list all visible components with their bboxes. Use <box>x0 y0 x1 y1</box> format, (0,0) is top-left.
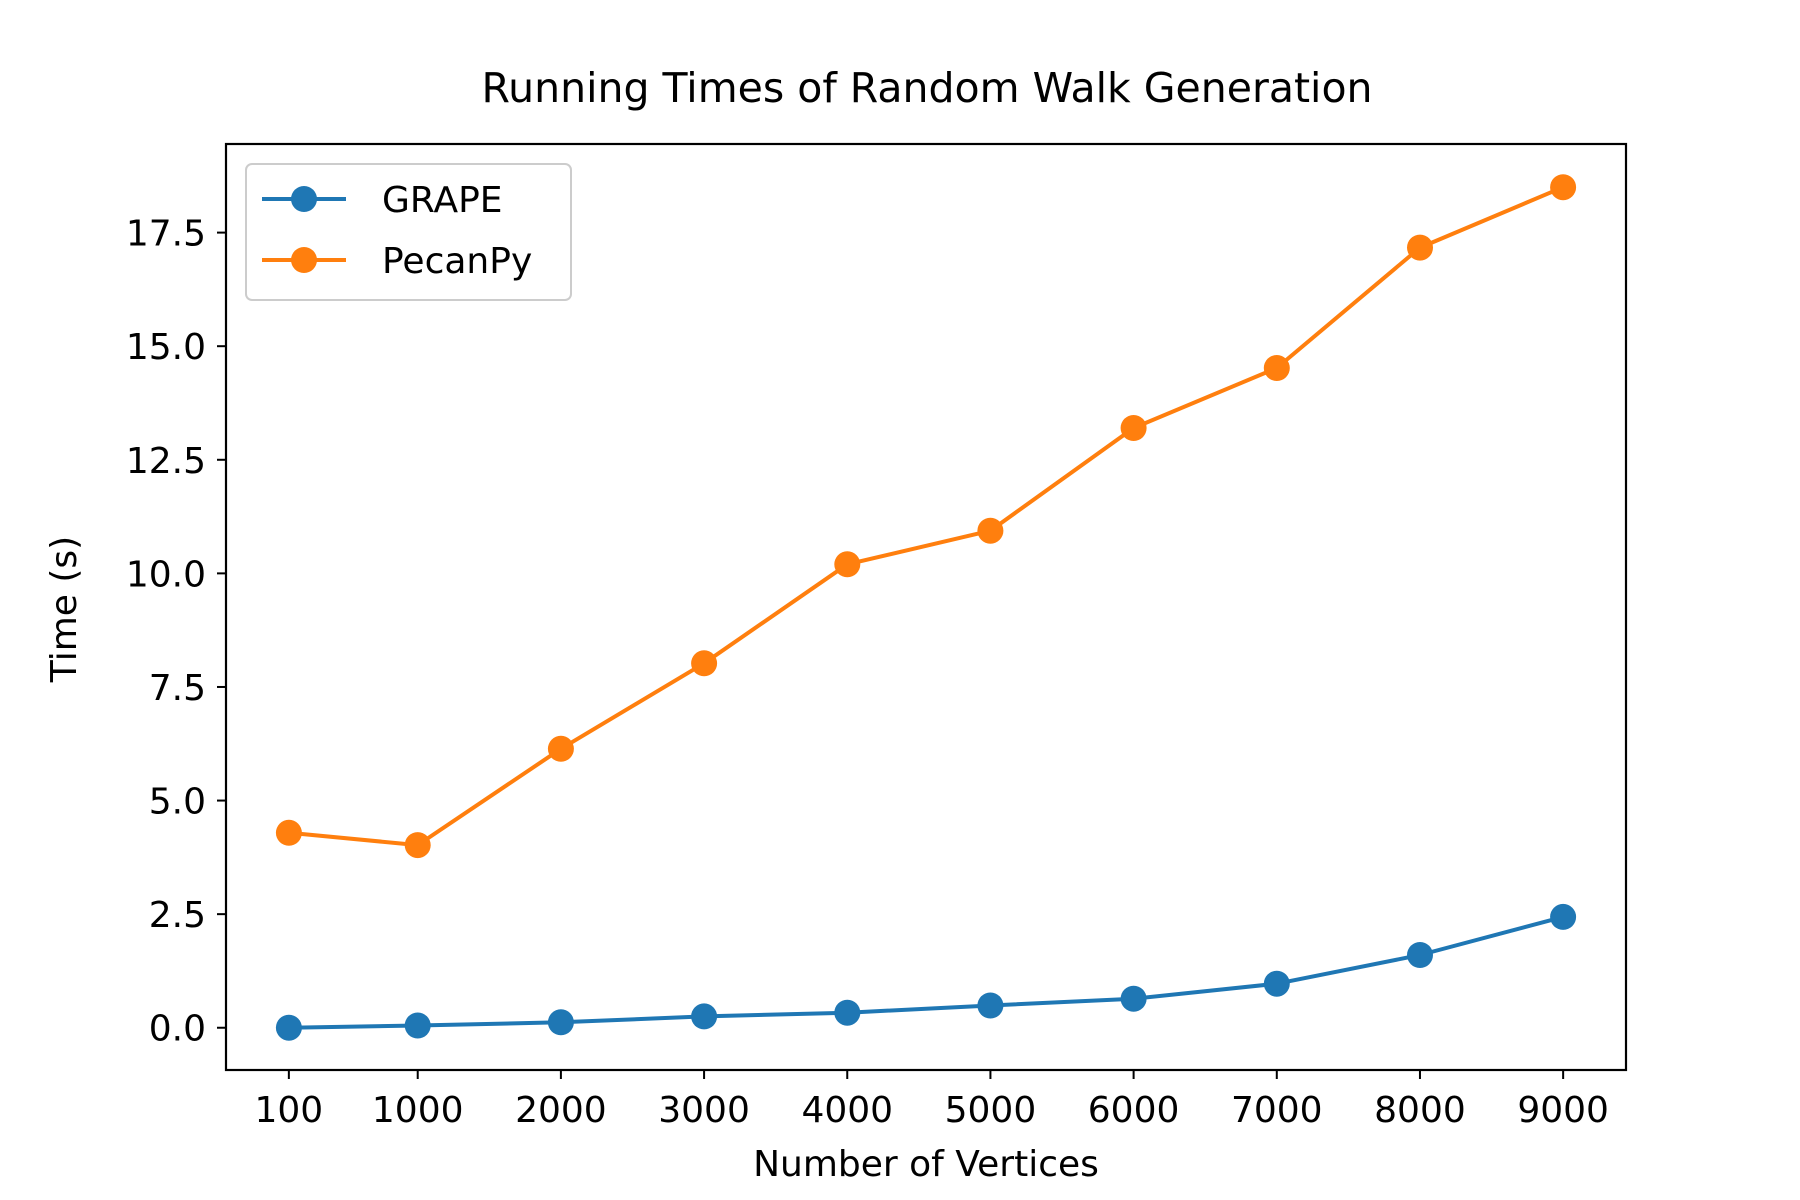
x-tick-label: 1000 <box>372 1090 464 1131</box>
series-line-pecanpy <box>288 185 1564 848</box>
data-point-pecanpy <box>691 650 718 677</box>
y-tick-label: 2.5 <box>149 895 206 936</box>
x-tick-label: 6000 <box>1088 1090 1180 1131</box>
x-axis-label: Number of Vertices <box>753 1144 1099 1185</box>
y-tick-label: 10.0 <box>126 554 206 595</box>
x-tick-label: 2000 <box>515 1090 607 1131</box>
data-point-grape <box>834 999 861 1026</box>
data-point-grape <box>691 1003 718 1030</box>
data-point-grape <box>404 1012 431 1039</box>
data-point-pecanpy <box>275 819 302 846</box>
y-tick-label: 5.0 <box>149 782 206 823</box>
data-point-pecanpy <box>547 735 574 762</box>
plot-data <box>275 174 1577 1041</box>
chart-title: Running Times of Random Walk Generation <box>481 64 1372 112</box>
data-point-pecanpy <box>977 517 1004 544</box>
x-tick-label: 7000 <box>1231 1090 1323 1131</box>
legend-marker-grape <box>291 186 317 212</box>
data-point-pecanpy <box>1263 355 1290 381</box>
y-tick-label: 12.5 <box>126 441 206 482</box>
data-point-grape <box>1550 903 1577 930</box>
x-tick-label: 5000 <box>945 1090 1037 1131</box>
data-point-grape <box>1263 970 1290 997</box>
data-point-pecanpy <box>404 832 431 859</box>
data-point-pecanpy <box>834 551 861 578</box>
x-tick-label: 4000 <box>801 1090 893 1131</box>
x-tick-label: 9000 <box>1517 1090 1609 1131</box>
data-point-pecanpy <box>1407 234 1433 261</box>
y-tick-label: 0.0 <box>149 1009 206 1050</box>
data-point-grape <box>275 1014 302 1041</box>
data-point-pecanpy <box>1120 415 1147 441</box>
legend-label-grape: GRAPE <box>382 180 503 221</box>
series-line-grape <box>288 914 1564 1030</box>
y-tick-label: 17.5 <box>126 214 206 255</box>
data-point-pecanpy <box>1550 174 1577 201</box>
legend-label-pecanpy: PecanPy <box>382 241 532 282</box>
x-tick-label: 3000 <box>658 1090 750 1131</box>
x-tick-label: 8000 <box>1374 1090 1466 1131</box>
legend-marker-pecanpy <box>291 247 317 273</box>
legend: GRAPE PecanPy <box>245 163 572 301</box>
x-tick-label: 100 <box>254 1090 323 1131</box>
data-point-grape <box>977 992 1004 1019</box>
y-tick-label: 15.0 <box>126 327 206 368</box>
axes: 100 1000 2000 3000 4000 5000 6000 7000 8000 9000 0… <box>126 214 1609 1131</box>
plot-frame <box>224 142 1628 1072</box>
y-tick-label: 7.5 <box>149 668 206 709</box>
data-point-grape <box>1120 985 1147 1012</box>
y-axis-label: Time (s) <box>44 536 85 683</box>
data-point-grape <box>1407 942 1433 968</box>
data-point-grape <box>547 1009 574 1036</box>
